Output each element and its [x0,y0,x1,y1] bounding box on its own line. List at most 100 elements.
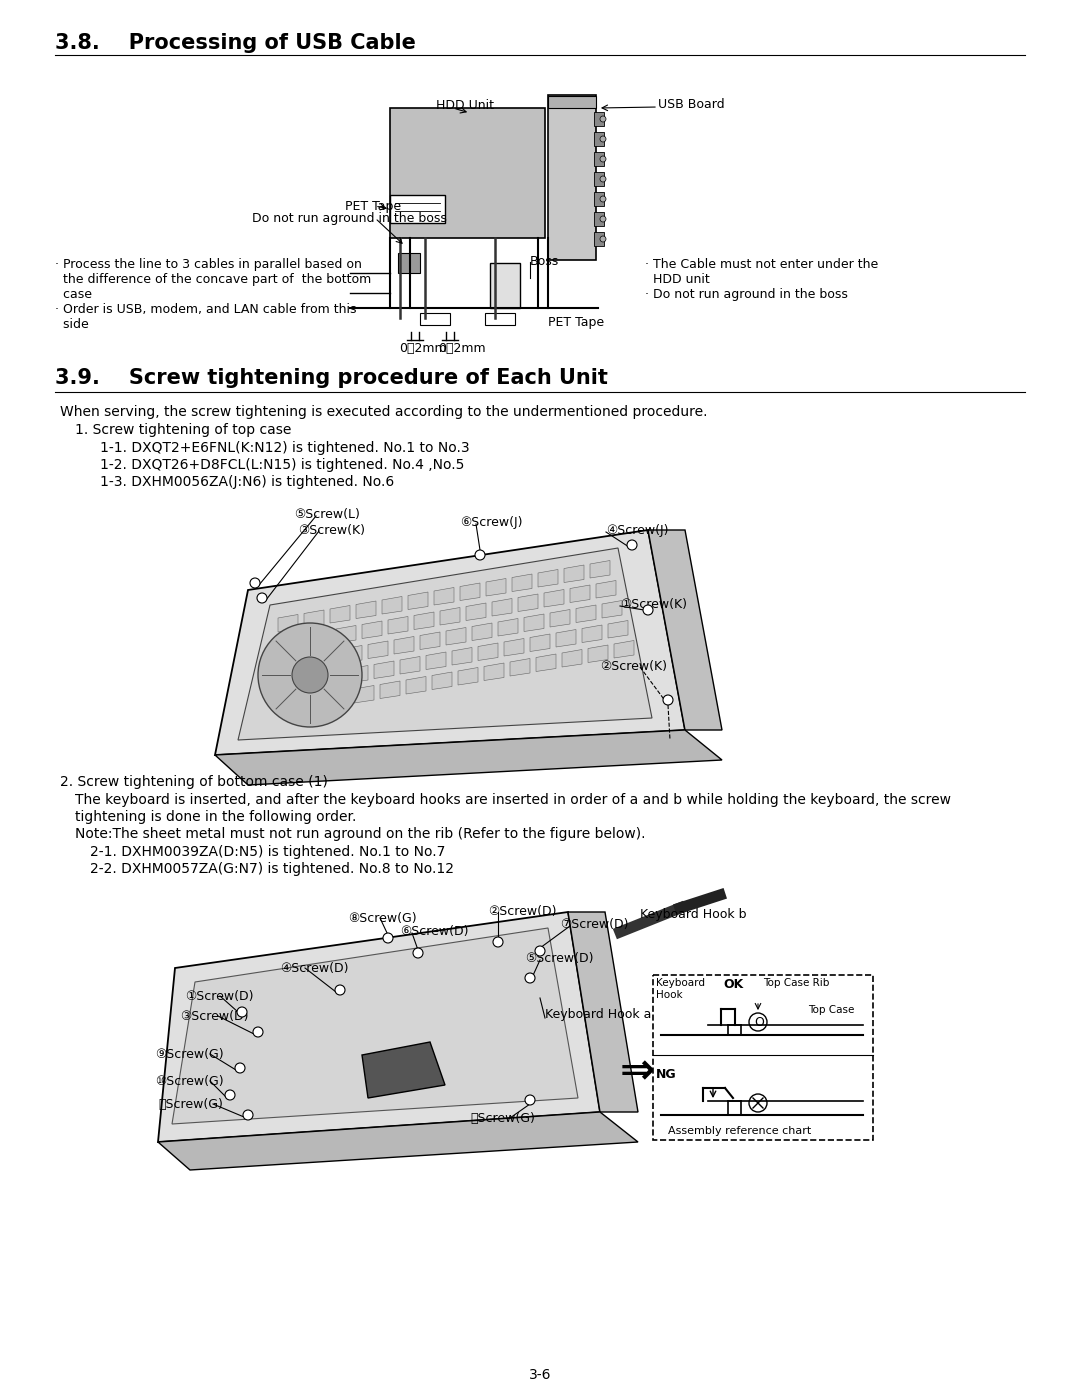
Bar [594,152,604,166]
Text: 1. Screw tightening of top case: 1. Screw tightening of top case [75,423,292,437]
Polygon shape [465,604,486,620]
Circle shape [492,937,503,947]
Circle shape [600,136,606,142]
Circle shape [525,972,535,983]
Text: ②Screw(K): ②Screw(K) [600,659,667,673]
Bar [548,96,596,108]
Circle shape [225,1090,235,1099]
Circle shape [335,985,345,995]
Circle shape [627,541,637,550]
Polygon shape [354,686,374,703]
Bar [653,975,873,1140]
Text: · Process the line to 3 cables in parallel based on: · Process the line to 3 cables in parall… [55,258,362,271]
Text: Boss: Boss [530,256,559,268]
Polygon shape [330,605,350,623]
Polygon shape [328,690,348,707]
Text: ③Screw(D): ③Screw(D) [180,1010,248,1023]
Text: ⑥Screw(D): ⑥Screw(D) [400,925,469,937]
Polygon shape [453,647,472,665]
Polygon shape [544,590,564,608]
Text: ⑥Screw(J): ⑥Screw(J) [460,515,523,529]
Polygon shape [446,627,465,645]
Polygon shape [484,664,504,680]
Text: Note:The sheet metal must not run aground on the rib (Refer to the figure below): Note:The sheet metal must not run agroun… [75,827,646,841]
Circle shape [600,196,606,203]
Polygon shape [382,597,402,615]
Text: Keyboard Hook a: Keyboard Hook a [545,1009,651,1021]
Polygon shape [368,641,388,658]
Polygon shape [536,654,556,672]
Polygon shape [562,650,582,666]
Polygon shape [596,581,616,598]
Text: 0～2mm: 0～2mm [399,342,447,355]
Text: ①Screw(K): ①Screw(K) [620,598,687,610]
Polygon shape [172,928,578,1125]
Text: side: side [55,319,89,331]
Bar [594,212,604,226]
Polygon shape [284,634,303,652]
Text: 1-2. DXQT26+D8FCL(L:N15) is tightened. No.4 ,No.5: 1-2. DXQT26+D8FCL(L:N15) is tightened. N… [100,458,464,472]
Text: Top Case Rib: Top Case Rib [762,978,829,988]
Polygon shape [380,680,400,698]
Text: ⑨Screw(G): ⑨Screw(G) [156,1048,224,1060]
Polygon shape [504,638,524,657]
Polygon shape [524,615,544,631]
Text: ⑫Screw(G): ⑫Screw(G) [470,1112,535,1125]
Polygon shape [356,601,376,619]
Polygon shape [530,634,550,651]
Polygon shape [648,529,723,731]
Polygon shape [550,609,570,627]
Text: ③Screw(K): ③Screw(K) [298,524,365,536]
Text: PET Tape: PET Tape [345,200,401,212]
Text: NG: NG [656,1067,677,1081]
Circle shape [253,1027,264,1037]
Polygon shape [408,592,428,609]
Circle shape [413,949,423,958]
Circle shape [600,217,606,222]
Polygon shape [278,615,298,631]
Text: Do not run aground in the boss: Do not run aground in the boss [252,212,447,225]
Text: O: O [754,1016,764,1030]
Text: HDD unit: HDD unit [645,272,710,286]
Bar [390,108,545,237]
Polygon shape [434,588,454,605]
Polygon shape [472,623,492,640]
Polygon shape [238,548,652,740]
Bar [594,112,604,126]
Text: ⑪Screw(G): ⑪Screw(G) [158,1098,222,1111]
Text: ④Screw(J): ④Screw(J) [606,524,669,536]
Circle shape [235,1063,245,1073]
Polygon shape [440,608,460,624]
Polygon shape [291,655,310,672]
Text: ②Screw(D): ②Screw(D) [488,905,556,918]
Polygon shape [570,585,590,602]
Polygon shape [310,630,330,647]
Polygon shape [302,694,322,712]
Circle shape [243,1111,253,1120]
Circle shape [643,605,653,615]
Text: 1-1. DXQT2+E6FNL(K:N12) is tightened. No.1 to No.3: 1-1. DXQT2+E6FNL(K:N12) is tightened. No… [100,441,470,455]
Bar [594,191,604,205]
Bar [594,232,604,246]
Circle shape [525,1095,535,1105]
Polygon shape [486,578,507,597]
Polygon shape [576,605,596,623]
Polygon shape [615,640,634,658]
Circle shape [249,578,260,588]
Polygon shape [582,624,602,643]
Polygon shape [158,912,600,1141]
Polygon shape [538,570,558,587]
Polygon shape [478,643,498,661]
Text: ⑩Screw(G): ⑩Screw(G) [156,1076,224,1088]
Text: HDD Unit: HDD Unit [436,99,494,112]
Circle shape [237,1007,247,1017]
Text: ④Screw(D): ④Screw(D) [280,963,349,975]
Polygon shape [342,645,362,664]
Circle shape [750,1094,767,1112]
Text: OK: OK [723,978,743,990]
Polygon shape [432,672,453,690]
Polygon shape [362,622,382,638]
Text: 2. Screw tightening of bottom case (1): 2. Screw tightening of bottom case (1) [60,775,328,789]
Bar [594,172,604,186]
Circle shape [535,946,545,956]
